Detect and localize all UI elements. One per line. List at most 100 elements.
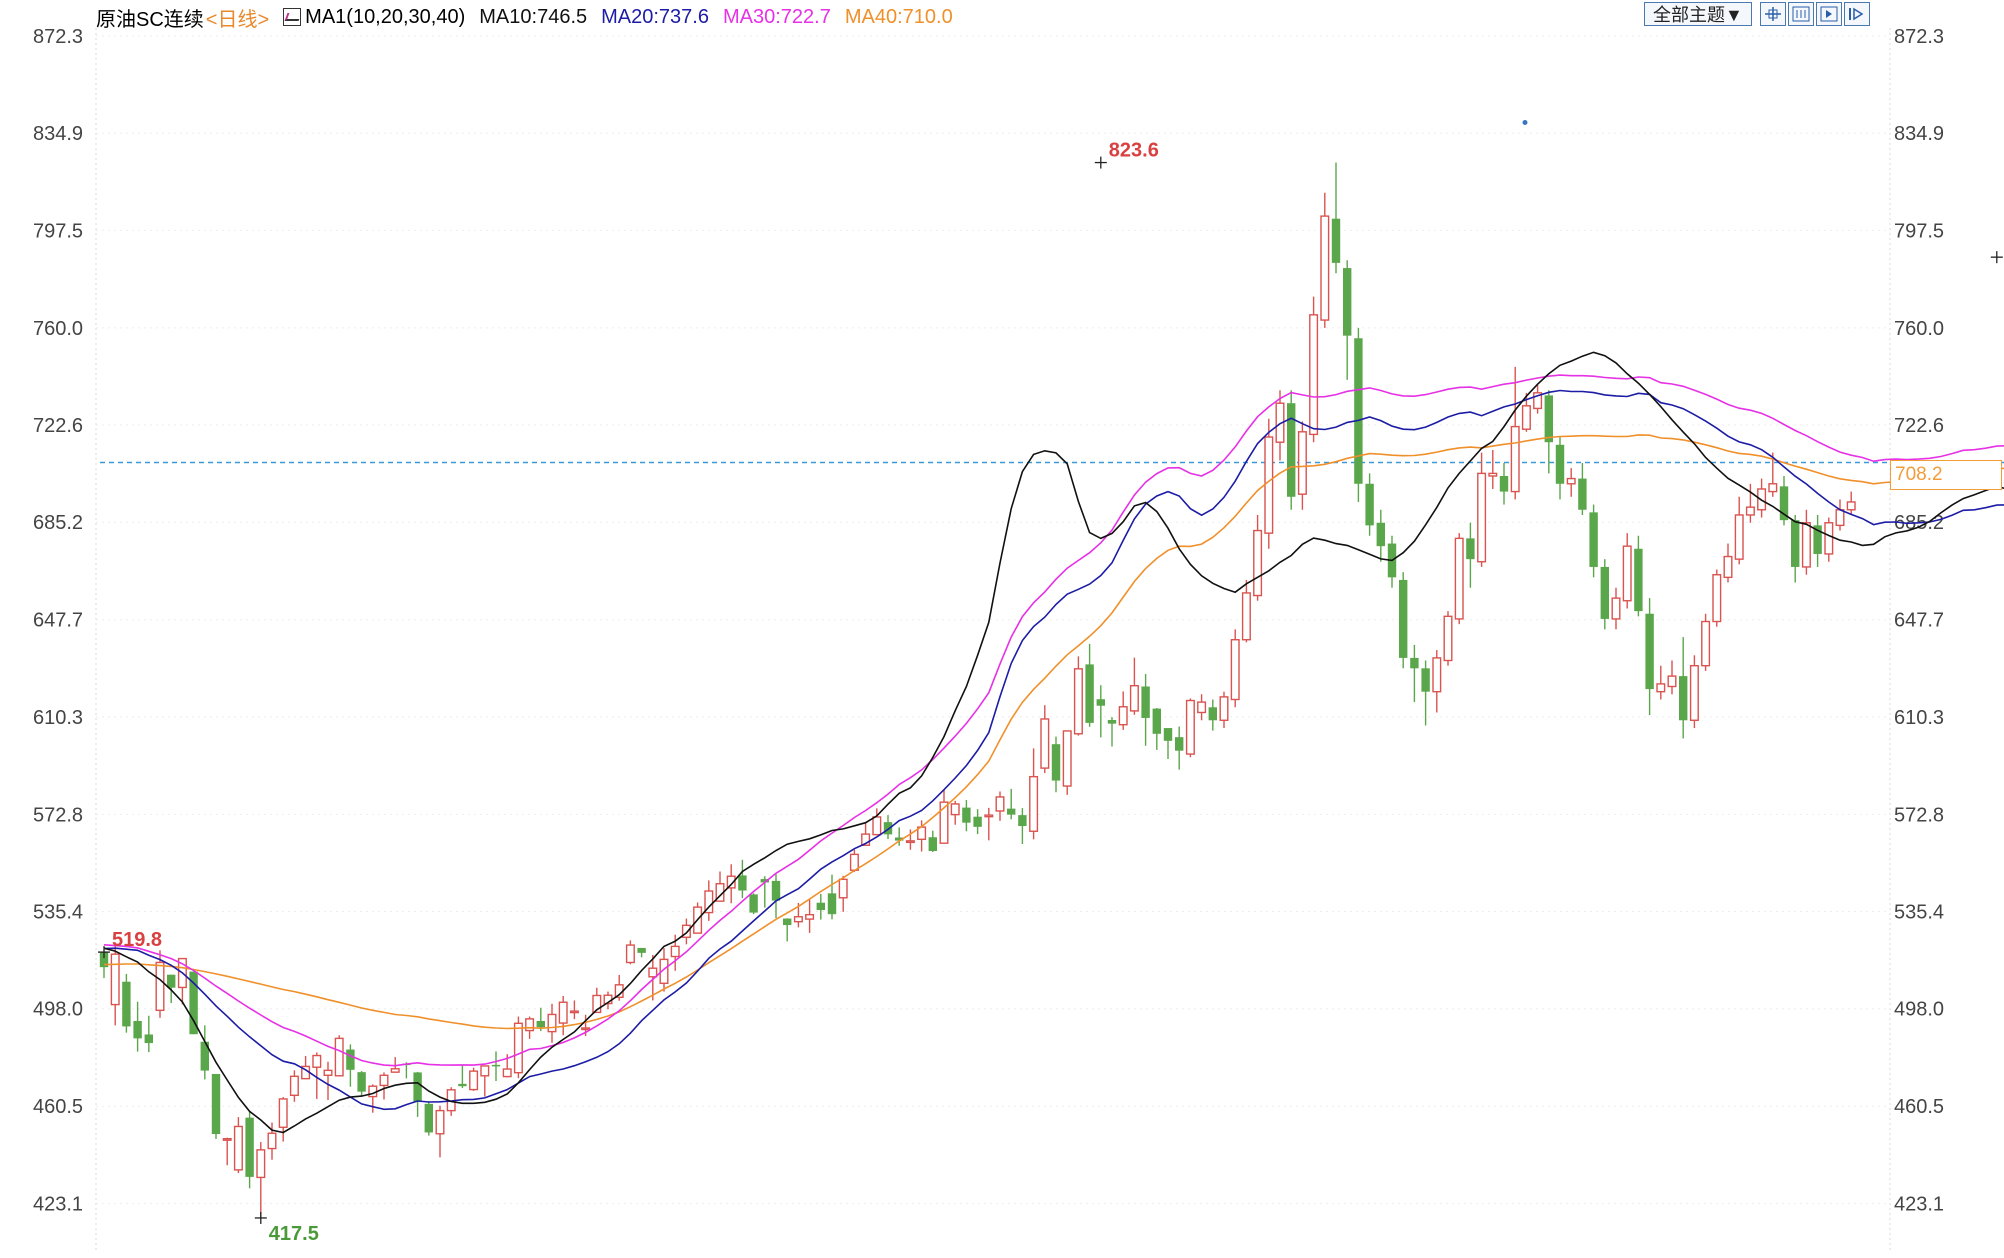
candle-body-down bbox=[200, 1041, 209, 1071]
candle-body-up bbox=[872, 816, 882, 836]
candle-body-down bbox=[1499, 475, 1509, 492]
candle bbox=[1253, 514, 1263, 601]
candle-body-up bbox=[670, 945, 680, 958]
candle-body-down bbox=[1376, 522, 1385, 547]
candle-body-up bbox=[1712, 574, 1722, 623]
y-tick-label-right: 797.5 bbox=[1894, 220, 1944, 242]
candle bbox=[424, 1101, 433, 1136]
candle bbox=[569, 1000, 579, 1020]
candle-body-up bbox=[1320, 215, 1330, 321]
candle bbox=[1185, 698, 1195, 758]
candle-body-down bbox=[458, 1083, 467, 1087]
candle-body-up bbox=[502, 1068, 512, 1078]
ma-group-label[interactable]: MA1(10,20,30,40) bbox=[305, 5, 466, 28]
candle bbox=[413, 1071, 422, 1117]
theme-dropdown-button[interactable]: 全部主题▼ bbox=[1644, 2, 1752, 26]
candle-body-up bbox=[1768, 483, 1778, 493]
candle bbox=[1600, 559, 1609, 630]
candle bbox=[1689, 655, 1699, 729]
candle-body-down bbox=[491, 1064, 501, 1067]
candle-body-up bbox=[1667, 675, 1677, 688]
candle-body-down bbox=[1018, 815, 1027, 827]
candle bbox=[749, 893, 758, 915]
candle bbox=[1645, 598, 1654, 716]
candle-body-down bbox=[1365, 483, 1374, 526]
candle-body-down bbox=[167, 974, 176, 988]
candle bbox=[1432, 650, 1442, 713]
candle-body-up bbox=[793, 916, 803, 923]
candle bbox=[738, 859, 747, 899]
candle bbox=[1768, 452, 1778, 497]
candle bbox=[816, 893, 825, 920]
candle-body-up bbox=[1309, 314, 1319, 436]
candle-body-up bbox=[1824, 522, 1834, 555]
zoom-icon[interactable] bbox=[1787, 2, 1814, 26]
candle-body-up bbox=[1566, 477, 1576, 485]
candle bbox=[1846, 491, 1856, 515]
ma10-line bbox=[103, 351, 2004, 1134]
extreme-label: 519.8 bbox=[112, 929, 162, 951]
candle-body-down bbox=[771, 880, 781, 901]
candle-body-down bbox=[1544, 395, 1553, 443]
y-tick-label-right: 647.7 bbox=[1894, 610, 1944, 632]
candle-body-up bbox=[1521, 405, 1531, 430]
candle bbox=[1175, 726, 1184, 770]
candle bbox=[1062, 730, 1072, 795]
candle-body-up bbox=[1073, 668, 1083, 735]
candle bbox=[547, 1003, 557, 1043]
candle-body-up bbox=[1723, 555, 1733, 579]
y-tick-label-left: 760.0 bbox=[33, 318, 83, 340]
period-label[interactable]: <日线> bbox=[205, 8, 270, 31]
candle-body-up bbox=[267, 1132, 277, 1150]
ma40-value: MA40:710.0 bbox=[844, 5, 953, 28]
y-tick-label-left: 423.1 bbox=[33, 1193, 83, 1215]
chart-header: 原油SC连续 <日线> MA1(10,20,30,40) MA10:746.5 … bbox=[96, 4, 967, 31]
candle-body-down bbox=[1107, 720, 1117, 724]
candle-body-down bbox=[895, 837, 904, 841]
candle bbox=[962, 800, 971, 832]
candle-body-up bbox=[558, 1001, 568, 1024]
candle bbox=[469, 1067, 479, 1091]
candle-body-down bbox=[211, 1073, 221, 1135]
candle-body-up bbox=[581, 1027, 591, 1031]
ma-indicator-icon[interactable] bbox=[283, 8, 302, 26]
y-tick-label-left: 722.6 bbox=[33, 415, 83, 437]
candle-body-down bbox=[1007, 808, 1016, 815]
candle bbox=[346, 1044, 355, 1087]
candle bbox=[1197, 694, 1207, 721]
candle bbox=[222, 1137, 232, 1166]
step-icon[interactable] bbox=[1815, 2, 1842, 26]
crosshair-icon[interactable] bbox=[1759, 2, 1786, 26]
candle-body-up bbox=[1253, 529, 1263, 597]
candle bbox=[637, 947, 646, 958]
candle bbox=[1241, 579, 1251, 643]
candle bbox=[1443, 611, 1453, 666]
candle bbox=[1118, 691, 1128, 730]
candle-body-up bbox=[379, 1074, 389, 1087]
candle-body-up bbox=[1488, 472, 1498, 477]
candle bbox=[155, 950, 165, 1018]
candle-body-up bbox=[289, 1075, 299, 1096]
candle-body-down bbox=[783, 918, 792, 926]
candle-body-up bbox=[1129, 685, 1139, 712]
candle bbox=[1343, 260, 1352, 380]
candle bbox=[1734, 496, 1744, 565]
candle bbox=[1051, 736, 1061, 793]
candle bbox=[1835, 499, 1845, 531]
next-icon[interactable] bbox=[1843, 2, 1870, 26]
candle-body-down bbox=[245, 1117, 254, 1177]
candle-body-up bbox=[1734, 514, 1744, 560]
candle-body-down bbox=[1645, 613, 1654, 690]
candle-body-down bbox=[424, 1103, 433, 1133]
candle bbox=[872, 808, 882, 836]
candle bbox=[1163, 728, 1173, 759]
candle bbox=[1365, 473, 1374, 536]
candle-body-down bbox=[1600, 566, 1609, 619]
candle-body-down bbox=[1343, 268, 1352, 336]
candle-body-up bbox=[592, 994, 602, 1014]
candle bbox=[648, 954, 658, 1001]
candle-body-up bbox=[659, 958, 669, 984]
candle-body-up bbox=[995, 796, 1005, 812]
